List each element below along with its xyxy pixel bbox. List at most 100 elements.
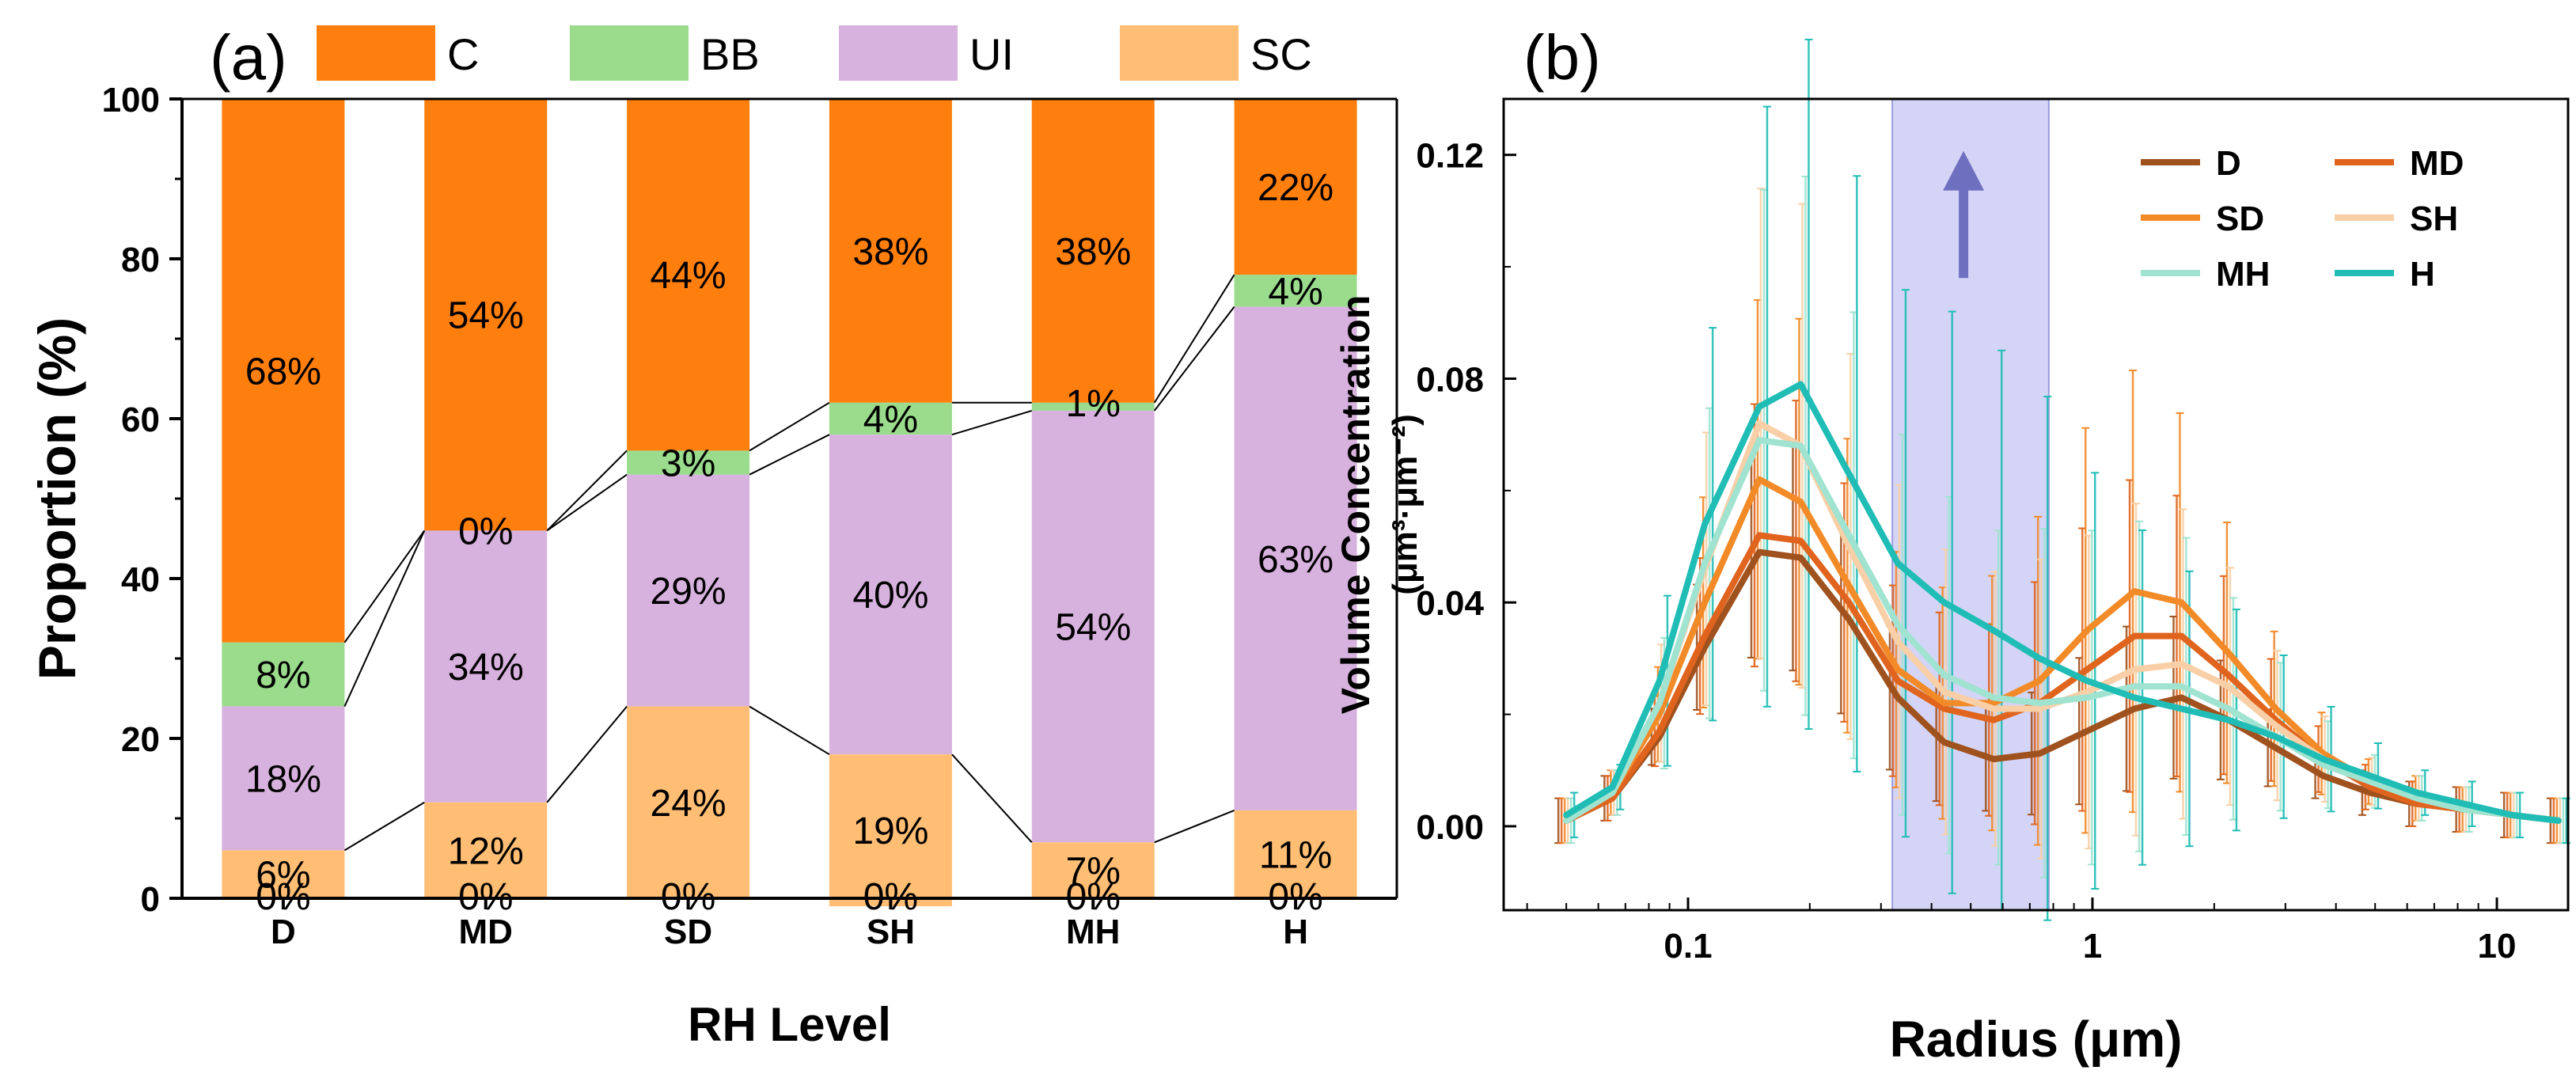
data-label-c-mh: 38% xyxy=(1055,231,1131,273)
data-label-bb-h: 4% xyxy=(1268,271,1322,313)
panel-a: (a)CBBUISC68%8%18%6%0%54%0%34%12%0%44%3%… xyxy=(28,22,1398,1051)
bar-sc-mh xyxy=(1031,842,1155,898)
data-label-ui-sh: 40% xyxy=(852,575,928,617)
connector-line xyxy=(546,705,628,803)
data-label-bb-md: 0% xyxy=(458,510,513,552)
legend-label-md: MD xyxy=(2410,144,2464,183)
panel-b: (b) 0.00 0.04 0.08 0.12 0.1 1 10 Radius (μm) Volu… xyxy=(1334,22,2570,1068)
data-label-bb-mh: 1% xyxy=(1066,383,1121,425)
highlight-band xyxy=(1891,98,2050,911)
legend-label-sh: SH xyxy=(2410,199,2458,238)
data-label-c-h: 22% xyxy=(1258,167,1334,209)
data-label-sc-mh: 7% xyxy=(1066,851,1121,893)
data-label-sc-md: 12% xyxy=(448,830,524,872)
connector-line xyxy=(951,753,1033,843)
bar-c-sh xyxy=(829,99,952,403)
connector-line xyxy=(749,434,830,476)
bar-c-d xyxy=(222,99,345,643)
legend-swatch-c xyxy=(317,25,435,81)
data-label-sc-d: 6% xyxy=(256,855,310,897)
bar-sc-sd xyxy=(627,706,750,898)
data-label-sc-sd: 24% xyxy=(651,783,727,825)
legend-label-d: D xyxy=(2216,144,2241,183)
bar-bb-sh xyxy=(829,402,952,435)
data-label-sc-h: 11% xyxy=(1259,834,1333,876)
bar-ui-sh xyxy=(829,435,952,755)
data-label-ui-h: 63% xyxy=(1258,539,1334,581)
bar-ui-sd xyxy=(627,474,750,707)
connector-line xyxy=(343,801,425,852)
connector-line xyxy=(343,529,426,643)
x-tick-label: 1 xyxy=(2083,927,2102,966)
x-axis-title: RH Level xyxy=(688,998,891,1051)
connector-line xyxy=(1153,274,1235,404)
x-tick-label-mh: MH xyxy=(1066,913,1120,951)
y-tick-label: 0.00 xyxy=(1416,808,1484,847)
y-tick-label: 0.12 xyxy=(1416,137,1484,176)
legend-label-c: C xyxy=(447,29,479,79)
data-label-bb-d: 8% xyxy=(256,655,310,696)
connector-line xyxy=(1153,306,1235,412)
y-tick-label-60: 60 xyxy=(121,400,160,439)
bar-sc-h xyxy=(1234,810,1357,898)
bar-bb-mh xyxy=(1031,402,1155,411)
connector-line xyxy=(546,450,628,532)
series-line-mh xyxy=(1563,437,2562,824)
data-label-ui-mh: 54% xyxy=(1055,607,1131,649)
y-tick-label-100: 100 xyxy=(102,81,160,120)
y-tick-label: 0.04 xyxy=(1416,584,1484,623)
legend-swatch-ui xyxy=(839,25,958,81)
data-label-ui-d: 18% xyxy=(245,759,321,801)
y-tick-label: 0.08 xyxy=(1416,360,1484,399)
plot-frame xyxy=(1502,97,2570,912)
bar-sc-md xyxy=(424,802,548,898)
connector-line xyxy=(546,473,628,532)
x-tick-label: 10 xyxy=(2478,927,2517,966)
x-axis-title: Radius (μm) xyxy=(1890,1011,2183,1068)
bar-c-h xyxy=(1234,99,1357,275)
legend-swatch-sc xyxy=(1120,25,1239,81)
bar-ui-d xyxy=(222,706,345,851)
legend-label-h: H xyxy=(2410,255,2435,294)
data-label-bb-sh: 4% xyxy=(863,399,918,441)
legend-label-ui: UI xyxy=(969,29,1014,79)
bar-bb-h xyxy=(1234,275,1357,307)
y-tick-label-80: 80 xyxy=(121,241,160,279)
bar-ui-md xyxy=(424,530,548,803)
y-axis-title: Proportion (%) xyxy=(28,317,86,680)
y-tick-label-0: 0 xyxy=(141,880,160,919)
connector-line xyxy=(1154,809,1235,844)
data-label-sc-sh: 19% xyxy=(852,810,928,852)
bar-sc-sh xyxy=(829,754,952,907)
data-label-ui-sd: 29% xyxy=(651,571,727,613)
data-label-c-d: 68% xyxy=(245,351,321,393)
x-tick-label-sd: SD xyxy=(664,913,712,951)
series-line-md xyxy=(1563,532,2562,824)
y-axis-units: (μm³·μm⁻²) xyxy=(1386,414,1425,595)
data-label-bb-sd: 3% xyxy=(661,443,715,485)
series-line-sd xyxy=(1563,476,2562,824)
data-label-c-md: 54% xyxy=(448,295,524,337)
y-tick-label-20: 20 xyxy=(121,720,160,759)
x-tick-label-md: MD xyxy=(459,913,513,951)
legend-label-bb: BB xyxy=(700,29,760,79)
bar-sc-d xyxy=(222,850,345,898)
connector-line xyxy=(343,529,426,708)
bar-c-sd xyxy=(627,99,750,451)
connector-line xyxy=(749,705,830,756)
bar-bb-d xyxy=(222,642,345,707)
bar-c-mh xyxy=(1031,99,1155,403)
bar-c-md xyxy=(424,99,548,531)
bar-ui-h xyxy=(1234,306,1357,810)
bar-ui-mh xyxy=(1031,410,1155,843)
connector-line xyxy=(749,401,830,452)
legend-label-mh: MH xyxy=(2216,255,2270,294)
legend-swatch-bb xyxy=(570,25,689,81)
bar-bb-sd xyxy=(627,450,750,475)
arrow-head xyxy=(1943,150,1985,191)
connector-line xyxy=(951,409,1033,436)
data-label-c-sd: 44% xyxy=(651,255,727,297)
x-tick-label: 0.1 xyxy=(1664,927,1712,966)
legend-label-sd: SD xyxy=(2216,199,2264,238)
